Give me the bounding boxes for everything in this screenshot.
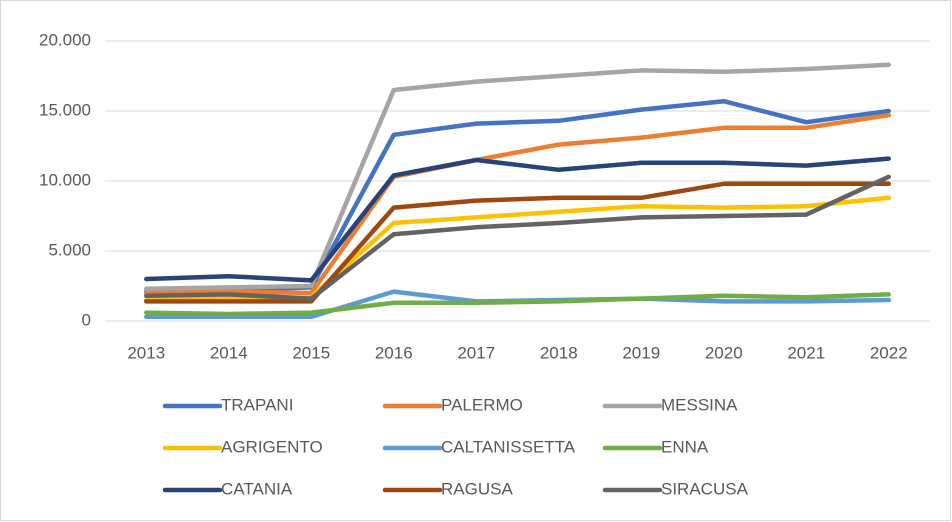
x-tick-label: 2018	[540, 343, 578, 362]
series-line	[144, 156, 891, 283]
legend-label: ENNA	[661, 437, 709, 456]
x-tick-label: 2017	[457, 343, 495, 362]
legend-label: RAGUSA	[441, 479, 513, 498]
y-tick-label: 20.000	[39, 30, 91, 49]
legend-label: SIRACUSA	[661, 479, 749, 498]
series-line	[144, 174, 891, 301]
x-tick-label: 2022	[870, 343, 908, 362]
x-tick-label: 2015	[292, 343, 330, 362]
series-line	[144, 292, 891, 317]
y-tick-label: 10.000	[39, 170, 91, 189]
series-line	[144, 181, 891, 304]
legend-label: PALERMO	[441, 395, 523, 414]
legend-label: CATANIA	[221, 479, 293, 498]
y-tick-label: 5.000	[48, 240, 91, 259]
x-tick-label: 2013	[127, 343, 165, 362]
series-line	[144, 62, 891, 292]
x-tick-label: 2020	[705, 343, 743, 362]
series-line	[144, 112, 891, 296]
x-tick-label: 2014	[210, 343, 248, 362]
legend-label: TRAPANI	[221, 395, 293, 414]
x-tick-label: 2016	[375, 343, 413, 362]
x-tick-label: 2021	[787, 343, 825, 362]
legend-label: CALTANISSETTA	[441, 437, 576, 456]
y-tick-label: 0	[82, 310, 91, 329]
legend-label: MESSINA	[661, 395, 738, 414]
x-tick-label: 2019	[622, 343, 660, 362]
legend-label: AGRIGENTO	[221, 437, 323, 456]
y-tick-label: 15.000	[39, 100, 91, 119]
